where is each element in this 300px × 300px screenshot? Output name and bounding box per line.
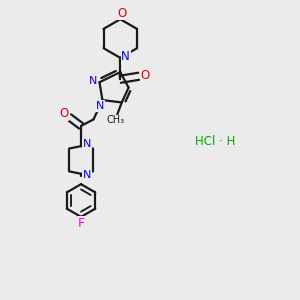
Text: CH₃: CH₃ [107, 115, 125, 125]
Text: F: F [77, 217, 85, 230]
Text: HCl · H: HCl · H [195, 135, 236, 148]
Text: N: N [83, 170, 91, 180]
Text: N: N [121, 50, 130, 64]
Text: N: N [96, 101, 104, 111]
Text: N: N [83, 139, 91, 149]
Text: N: N [89, 76, 97, 86]
Text: O: O [117, 7, 126, 20]
Text: O: O [141, 69, 150, 82]
Text: O: O [59, 107, 68, 120]
